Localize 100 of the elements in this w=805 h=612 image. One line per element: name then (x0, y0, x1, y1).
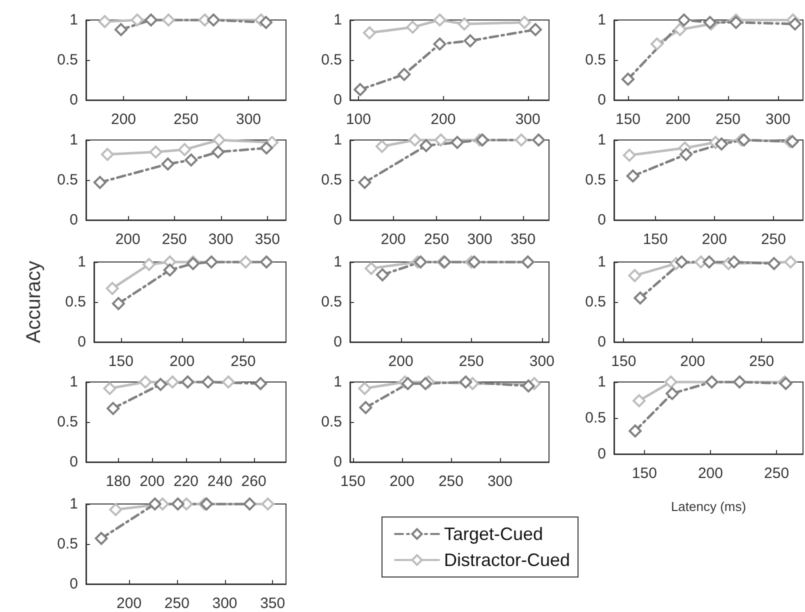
point (106, 282, 119, 295)
point (398, 68, 411, 81)
point (204, 256, 218, 268)
y-tick-label: 1 (334, 254, 342, 270)
point (418, 377, 432, 390)
point (148, 498, 162, 510)
x-tick-label: 250 (764, 465, 790, 482)
x-tick-label: 250 (162, 231, 187, 248)
y-tick-label: 0.5 (57, 414, 78, 430)
y-tick-label: 1 (70, 496, 78, 512)
y-tick-label: 0.5 (585, 410, 606, 426)
point (149, 146, 162, 158)
point (408, 134, 422, 146)
point (359, 401, 372, 414)
point (634, 292, 647, 304)
x-tick-label: 200 (389, 473, 414, 490)
y-tick-label: 0.5 (321, 414, 342, 430)
point (632, 394, 646, 408)
point (261, 498, 274, 510)
point (171, 498, 184, 510)
y-tick-label: 0.5 (57, 52, 78, 68)
point (420, 139, 433, 152)
y-axis-title: Accuracy (23, 260, 45, 344)
x-tick-label: 100 (346, 111, 371, 128)
x-tick-label: 200 (380, 231, 406, 248)
point (514, 134, 528, 146)
point (112, 297, 125, 310)
x-tick-label: 200 (698, 465, 723, 482)
x-tick-label: 200 (116, 595, 142, 612)
x-tick-label: 300 (212, 595, 238, 612)
x-tick-label: 300 (467, 231, 492, 248)
point (434, 134, 448, 146)
point (678, 14, 690, 26)
x-tick-label: 300 (529, 353, 554, 370)
x-tick-label: 250 (230, 353, 256, 370)
x-tick-label: 150 (611, 353, 636, 370)
x-tick-label: 300 (515, 111, 540, 128)
y-tick-label: 1 (598, 254, 606, 270)
point (532, 134, 546, 146)
y-tick-label: 0.5 (321, 52, 342, 68)
x-tick-label: 180 (106, 473, 131, 490)
point (626, 170, 640, 182)
y-tick-label: 0 (334, 212, 342, 228)
point (628, 269, 642, 282)
y-tick-label: 1 (78, 254, 86, 270)
point (93, 176, 106, 189)
x-tick-label: 200 (702, 231, 727, 248)
y-tick-label: 1 (598, 132, 606, 148)
point (358, 176, 372, 189)
point (166, 376, 179, 388)
y-tick-label: 0.5 (585, 172, 606, 188)
point (161, 158, 174, 170)
point (728, 256, 741, 268)
point (458, 18, 471, 30)
x-tick-label: 150 (108, 353, 134, 370)
point (650, 38, 664, 50)
point (184, 154, 198, 166)
point (788, 18, 802, 30)
y-tick-label: 0 (70, 212, 78, 228)
x-tick-label: 300 (236, 111, 262, 128)
x-tick-label: 150 (615, 111, 641, 128)
point (784, 256, 798, 268)
y-tick-label: 0.5 (57, 172, 78, 188)
point (522, 380, 535, 392)
y-tick-label: 0.5 (321, 294, 342, 310)
point (664, 376, 678, 388)
legend-label: Target-Cued (444, 524, 544, 544)
y-tick-label: 1 (70, 12, 78, 28)
point (212, 146, 225, 158)
point (622, 148, 636, 162)
y-tick-label: 0 (334, 334, 342, 350)
point (518, 16, 531, 29)
y-tick-label: 1 (334, 374, 342, 390)
point (464, 34, 477, 48)
point (243, 498, 256, 510)
x-tick-label: 250 (749, 353, 774, 370)
point (376, 268, 389, 282)
y-tick-label: 0 (598, 92, 606, 108)
point (138, 376, 152, 388)
point (162, 14, 175, 26)
x-tick-label: 300 (765, 111, 791, 128)
point (666, 387, 679, 400)
x-tick-label: 250 (458, 353, 484, 370)
x-tick-label: 200 (115, 231, 140, 248)
point (476, 134, 489, 146)
point (730, 16, 742, 29)
point (260, 16, 272, 29)
point (702, 256, 716, 268)
x-tick-label: 200 (140, 473, 165, 490)
point (674, 23, 686, 36)
point (100, 148, 114, 161)
y-tick-label: 0 (598, 446, 606, 462)
point (714, 138, 728, 150)
point (114, 23, 128, 36)
y-tick-label: 1 (334, 132, 342, 148)
point (178, 143, 192, 156)
x-axis-title: Latency (ms) (670, 499, 746, 514)
x-tick-label: 250 (760, 231, 786, 248)
point (260, 142, 273, 154)
point (354, 83, 367, 96)
